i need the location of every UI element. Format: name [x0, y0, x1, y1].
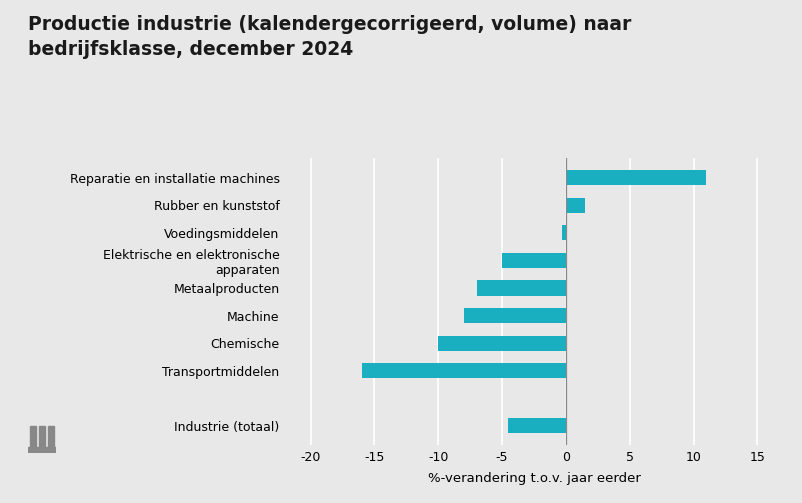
- Bar: [30, 426, 35, 449]
- Bar: [464, 308, 565, 323]
- Bar: [438, 336, 565, 351]
- Bar: [28, 448, 56, 451]
- Text: Productie industrie (kalendergecorrigeerd, volume) naar
bedrijfsklasse, december: Productie industrie (kalendergecorrigeer…: [28, 15, 630, 59]
- Bar: [361, 363, 565, 378]
- Bar: [476, 281, 565, 296]
- Bar: [565, 170, 706, 185]
- Bar: [28, 451, 56, 453]
- Bar: [38, 426, 45, 449]
- Bar: [48, 426, 55, 449]
- Bar: [561, 225, 565, 240]
- Bar: [501, 253, 565, 268]
- X-axis label: %-verandering t.o.v. jaar eerder: %-verandering t.o.v. jaar eerder: [427, 472, 640, 485]
- Bar: [565, 198, 585, 213]
- Bar: [508, 418, 565, 434]
